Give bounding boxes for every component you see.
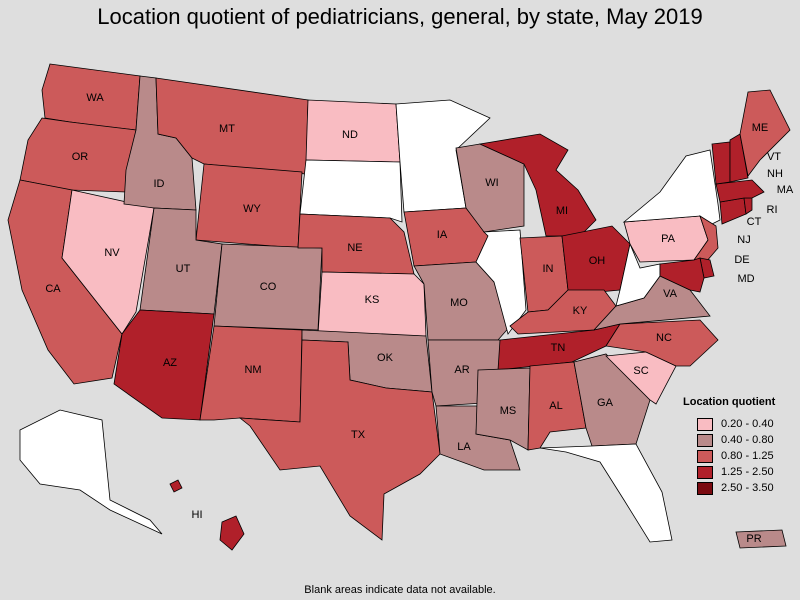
state-label-nh: NH bbox=[767, 168, 783, 180]
state-fl[interactable] bbox=[539, 443, 673, 543]
state-label-va: VA bbox=[663, 288, 678, 300]
state-label-ar: AR bbox=[454, 364, 469, 376]
state-label-in: IN bbox=[543, 263, 554, 275]
state-label-nd: ND bbox=[342, 129, 358, 141]
state-label-wa: WA bbox=[86, 92, 104, 104]
state-label-al: AL bbox=[549, 400, 562, 412]
legend-item: 0.40 - 0.80 bbox=[683, 432, 798, 448]
legend-item: 2.50 - 3.50 bbox=[683, 480, 798, 496]
state-label-ut: UT bbox=[176, 263, 191, 275]
state-labels: WA OR CA NV ID MT WY UT AZ CO NM ND NE KS OK TX IA MO AR LA… bbox=[45, 92, 794, 545]
state-label-mi: MI bbox=[556, 205, 568, 217]
state-label-wy: WY bbox=[243, 203, 261, 215]
state-nc[interactable] bbox=[605, 319, 719, 367]
state-hi-islands[interactable] bbox=[169, 479, 183, 493]
state-label-wi: WI bbox=[485, 177, 498, 189]
state-label-ct: CT bbox=[747, 216, 762, 228]
state-label-nj: NJ bbox=[737, 234, 750, 246]
state-label-ks: KS bbox=[365, 294, 380, 306]
state-label-mt: MT bbox=[219, 123, 235, 135]
state-ks[interactable] bbox=[317, 271, 427, 337]
state-label-me: ME bbox=[752, 122, 769, 134]
state-label-az: AZ bbox=[163, 357, 177, 369]
legend-title: Location quotient bbox=[683, 396, 776, 408]
legend: Location quotient 0.20 - 0.40 0.40 - 0.80… bbox=[683, 396, 798, 496]
legend-label: 2.50 - 3.50 bbox=[721, 482, 774, 494]
state-label-ky: KY bbox=[573, 305, 588, 317]
legend-rows: 0.20 - 0.40 0.40 - 0.80 0.80 - 1.25 1.25 - … bbox=[683, 416, 798, 496]
legend-label: 1.25 - 2.50 bbox=[721, 466, 774, 478]
state-me[interactable] bbox=[739, 89, 791, 177]
state-sc[interactable] bbox=[605, 351, 677, 405]
state-label-ri: RI bbox=[767, 204, 778, 216]
state-label-nc: NC bbox=[656, 332, 672, 344]
state-hi[interactable] bbox=[219, 515, 245, 551]
state-label-vt: VT bbox=[767, 151, 781, 163]
state-or[interactable] bbox=[19, 117, 137, 193]
state-label-pr: PR bbox=[746, 533, 761, 545]
state-mi[interactable] bbox=[478, 133, 597, 237]
state-wv[interactable] bbox=[615, 242, 661, 307]
state-label-de: DE bbox=[734, 254, 749, 266]
state-label-sc: SC bbox=[633, 365, 648, 377]
state-label-pa: PA bbox=[661, 233, 676, 245]
state-label-la: LA bbox=[457, 441, 471, 453]
state-label-ca: CA bbox=[45, 283, 61, 295]
legend-item: 1.25 - 2.50 bbox=[683, 464, 798, 480]
state-label-ia: IA bbox=[437, 229, 448, 241]
legend-label: 0.80 - 1.25 bbox=[721, 450, 774, 462]
footnote: Blank areas indicate data not available. bbox=[304, 584, 496, 596]
state-label-ms: MS bbox=[500, 405, 517, 417]
legend-item: 0.20 - 0.40 bbox=[683, 416, 798, 432]
state-vt[interactable] bbox=[711, 141, 731, 185]
state-label-or: OR bbox=[72, 151, 89, 163]
state-ky[interactable] bbox=[509, 289, 617, 335]
state-label-nm: NM bbox=[244, 364, 261, 376]
state-label-ok: OK bbox=[377, 352, 394, 364]
state-label-nv: NV bbox=[104, 247, 120, 259]
state-nh[interactable] bbox=[729, 133, 749, 183]
state-sd[interactable] bbox=[299, 159, 403, 223]
state-ny[interactable] bbox=[622, 149, 721, 227]
state-label-oh: OH bbox=[589, 255, 606, 267]
state-label-id: ID bbox=[154, 178, 165, 190]
state-label-tx: TX bbox=[351, 429, 366, 441]
state-md[interactable] bbox=[659, 257, 705, 293]
state-label-tn: TN bbox=[551, 342, 566, 354]
state-label-ga: GA bbox=[597, 397, 614, 409]
state-az[interactable] bbox=[113, 309, 215, 421]
legend-swatch bbox=[697, 433, 713, 447]
state-label-ne: NE bbox=[347, 242, 362, 254]
state-label-hi: HI bbox=[192, 509, 203, 521]
state-label-mo: MO bbox=[450, 297, 468, 309]
state-pr[interactable] bbox=[735, 529, 787, 549]
legend-swatch bbox=[697, 465, 713, 479]
map-title: Location quotient of pediatricians, gene… bbox=[97, 4, 703, 29]
state-ct[interactable] bbox=[719, 197, 747, 225]
legend-label: 0.40 - 0.80 bbox=[721, 434, 774, 446]
state-ma[interactable] bbox=[715, 179, 765, 203]
state-ak[interactable] bbox=[19, 409, 163, 535]
state-tx[interactable] bbox=[238, 339, 441, 541]
state-ms[interactable] bbox=[475, 367, 531, 451]
state-label-co: CO bbox=[260, 281, 277, 293]
legend-swatch bbox=[697, 417, 713, 431]
legend-swatch bbox=[697, 449, 713, 463]
legend-item: 0.80 - 1.25 bbox=[683, 448, 798, 464]
legend-swatch bbox=[697, 481, 713, 495]
state-label-md: MD bbox=[737, 273, 754, 285]
legend-label: 0.20 - 0.40 bbox=[721, 418, 774, 430]
state-label-ma: MA bbox=[777, 184, 794, 196]
